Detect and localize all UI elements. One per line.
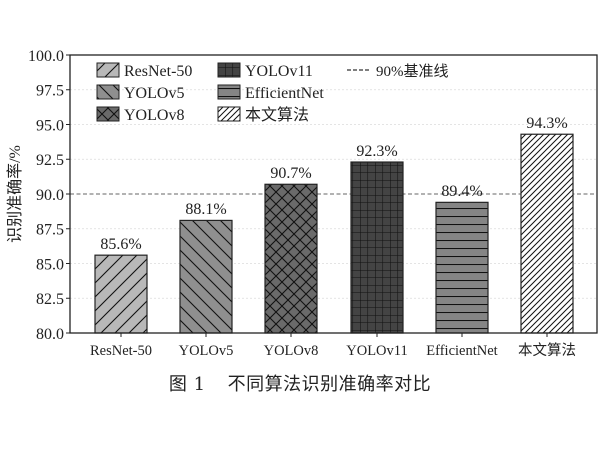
bar-yolov8	[264, 183, 318, 334]
data-label: 85.6%	[100, 236, 141, 253]
y-tick-label: 95.0	[36, 118, 64, 135]
bar-efficientnet	[435, 201, 489, 334]
figure-caption: 图 1 不同算法识别准确率对比	[0, 370, 600, 396]
bar-resnet50	[94, 254, 148, 334]
bars	[94, 133, 574, 334]
bar-ours	[520, 133, 574, 334]
legend-label: 本文算法	[245, 105, 309, 124]
y-tick-label: 97.5	[36, 83, 64, 100]
x-tick-label: YOLOv8	[264, 343, 319, 359]
figure-title: 不同算法识别准确率对比	[227, 374, 432, 395]
y-tick-label: 87.5	[36, 222, 64, 239]
legend-label: EfficientNet	[245, 85, 324, 102]
legend-swatch-yolov11	[217, 62, 241, 78]
data-label: 90.7%	[270, 165, 311, 182]
legend-label: 90%基准线	[376, 63, 449, 80]
legend-swatch-yolov5	[96, 84, 120, 100]
bar-yolov11	[350, 161, 404, 334]
x-tick-label: EfficientNet	[426, 343, 497, 359]
y-tick-label: 90.0	[36, 187, 64, 204]
x-tick-label: 本文算法	[518, 342, 576, 359]
legend: ResNet-50 YOLOv5 YOLOv8 YOLOv11 Efficien…	[96, 62, 449, 124]
y-tick-label: 85.0	[36, 257, 64, 274]
x-tick-label: YOLOv5	[179, 343, 234, 359]
y-tick-label: 92.5	[36, 152, 64, 169]
y-tick-label: 80.0	[36, 326, 64, 343]
y-axis-label: 识别准确率/%	[6, 145, 24, 243]
x-tick-label: ResNet-50	[90, 343, 152, 359]
data-label: 94.3%	[526, 115, 567, 132]
legend-label: YOLOv11	[245, 63, 313, 80]
legend-swatch-resnet50	[96, 62, 120, 78]
bar-chart: 85.6% 88.1% 90.7% 92.3% 89.4% 94.3% 80.0…	[6, 48, 598, 359]
data-label: 89.4%	[441, 183, 482, 200]
data-label: 88.1%	[185, 201, 226, 218]
y-tick-label: 82.5	[36, 291, 64, 308]
legend-label: YOLOv5	[124, 85, 184, 102]
legend-label: YOLOv8	[124, 107, 184, 124]
figure-number: 图 1	[168, 374, 206, 395]
bar-yolov5	[179, 219, 233, 334]
legend-swatch-ours	[217, 106, 241, 122]
legend-swatch-yolov8	[96, 106, 120, 122]
legend-label: ResNet-50	[124, 63, 192, 80]
x-axis: ResNet-50 YOLOv5 YOLOv8 YOLOv11 Efficien…	[90, 333, 576, 359]
data-labels: 85.6% 88.1% 90.7% 92.3% 89.4% 94.3%	[100, 115, 567, 253]
data-label: 92.3%	[356, 143, 397, 160]
y-tick-label: 100.0	[28, 48, 64, 65]
legend-swatch-efficientnet	[217, 84, 241, 100]
y-axis: 80.0 82.5 85.0 87.5 90.0 92.5 95.0 97.5 …	[6, 48, 70, 343]
x-tick-label: YOLOv11	[346, 343, 407, 359]
